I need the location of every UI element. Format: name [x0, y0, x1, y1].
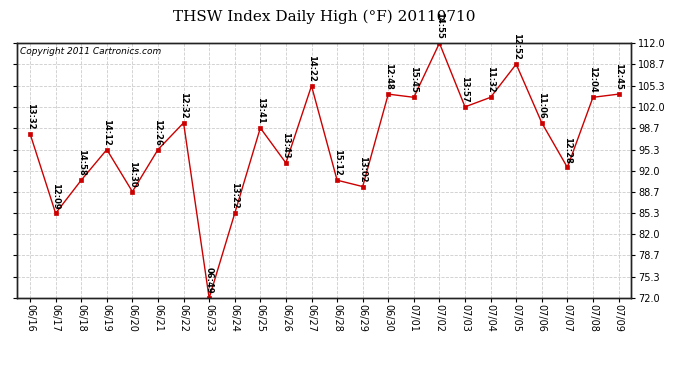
Text: 13:02: 13:02: [358, 156, 367, 182]
Text: 14:55: 14:55: [435, 12, 444, 39]
Text: 12:09: 12:09: [51, 183, 60, 209]
Text: 14:22: 14:22: [307, 55, 316, 82]
Text: THSW Index Daily High (°F) 20110710: THSW Index Daily High (°F) 20110710: [173, 9, 475, 24]
Text: 13:41: 13:41: [256, 97, 265, 124]
Text: 12:48: 12:48: [384, 63, 393, 90]
Text: Copyright 2011 Cartronics.com: Copyright 2011 Cartronics.com: [20, 47, 161, 56]
Text: 13:32: 13:32: [26, 103, 34, 129]
Text: 14:12: 14:12: [102, 118, 111, 146]
Text: 15:12: 15:12: [333, 149, 342, 176]
Text: 06:49: 06:49: [205, 267, 214, 294]
Text: 13:43: 13:43: [282, 132, 290, 159]
Text: 14:30: 14:30: [128, 161, 137, 188]
Text: 12:04: 12:04: [589, 66, 598, 93]
Text: 13:22: 13:22: [230, 182, 239, 209]
Text: 15:45: 15:45: [409, 66, 418, 93]
Text: 12:32: 12:32: [179, 92, 188, 118]
Text: 11:06: 11:06: [538, 92, 546, 118]
Text: 12:52: 12:52: [512, 33, 521, 60]
Text: 13:57: 13:57: [460, 76, 469, 103]
Text: 12:45: 12:45: [614, 63, 623, 90]
Text: 14:58: 14:58: [77, 149, 86, 176]
Text: 12:28: 12:28: [563, 136, 572, 163]
Text: 11:32: 11:32: [486, 66, 495, 93]
Text: 12:26: 12:26: [153, 118, 162, 146]
